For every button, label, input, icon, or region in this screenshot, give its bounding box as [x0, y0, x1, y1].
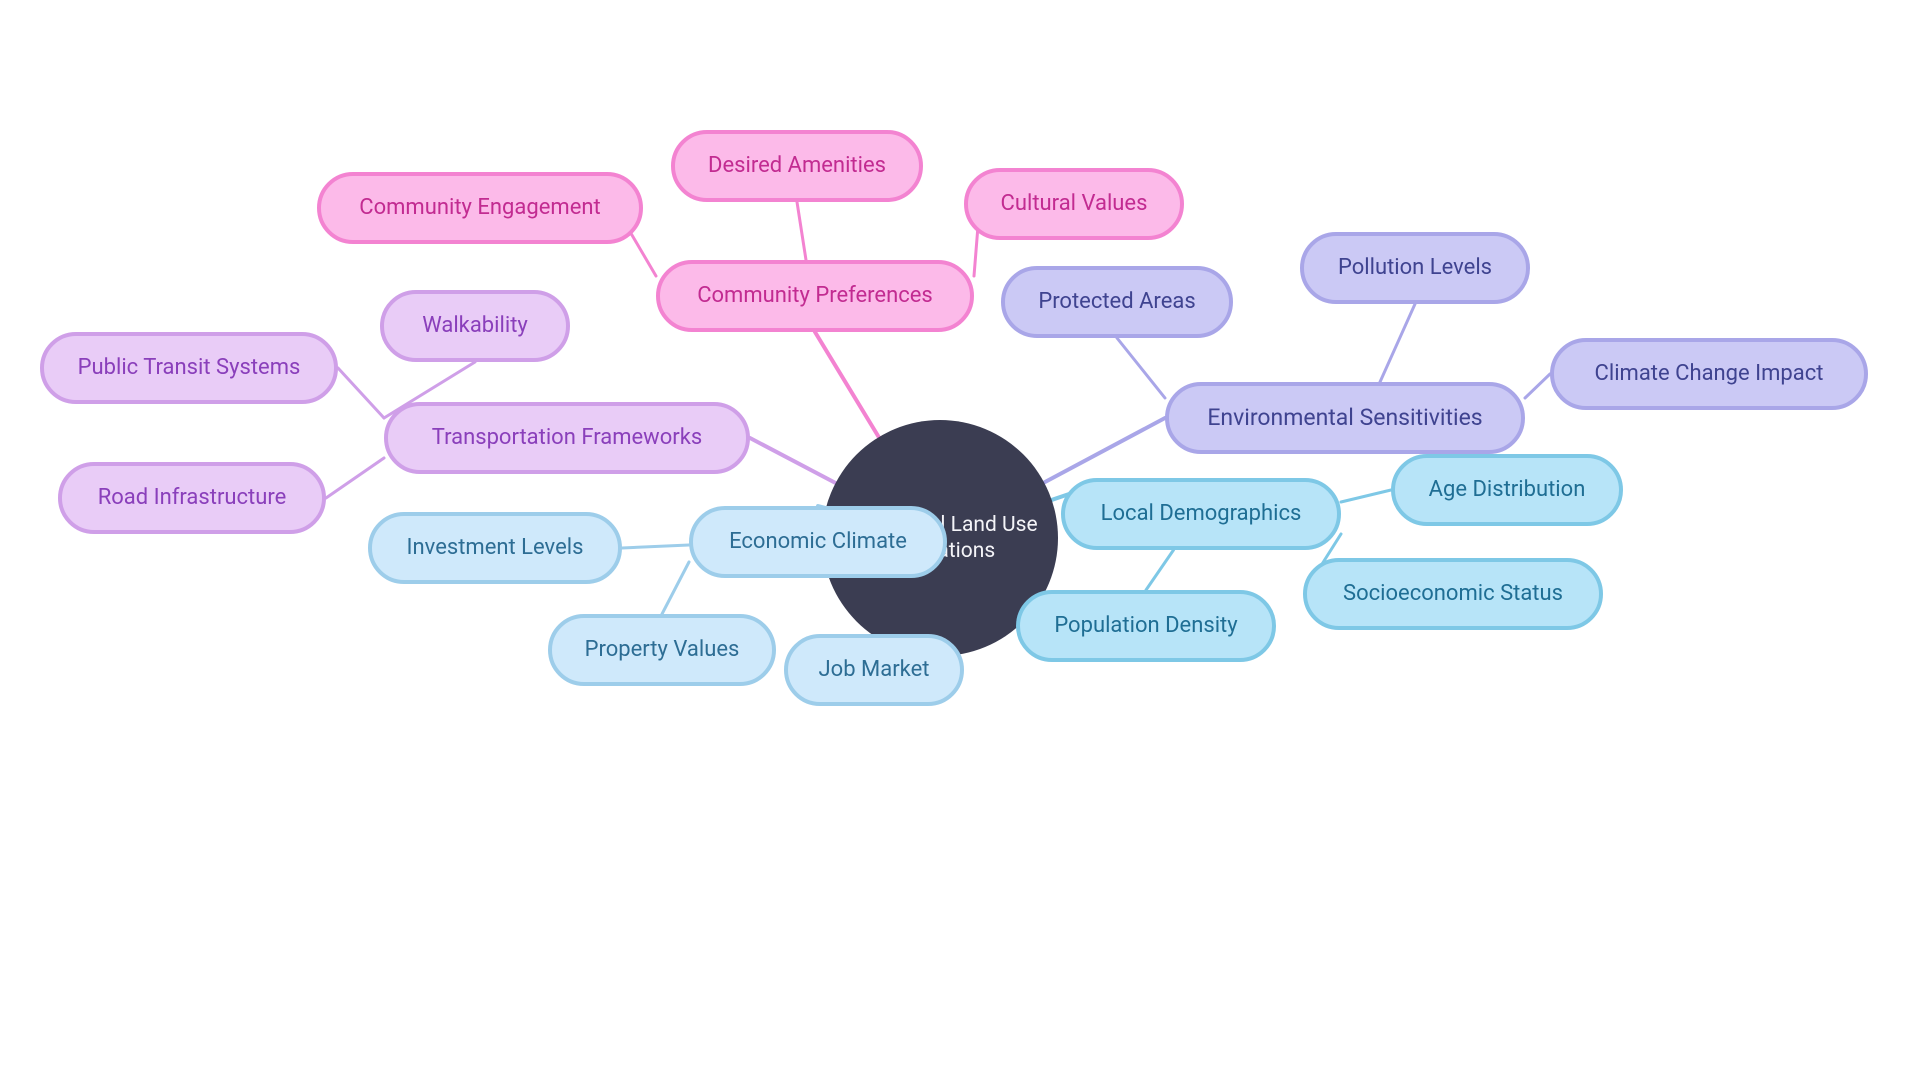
mindmap-node: Public Transit Systems [40, 332, 338, 404]
node-label: Road Infrastructure [98, 484, 287, 512]
node-label: Property Values [585, 636, 740, 664]
node-label: Desired Amenities [708, 152, 886, 180]
node-label: Economic Climate [729, 528, 907, 556]
mindmap-node: Population Density [1016, 590, 1276, 662]
mindmap-node: Protected Areas [1001, 266, 1233, 338]
node-label: Local Demographics [1101, 500, 1302, 528]
node-label: Socioeconomic Status [1343, 580, 1563, 608]
mindmap-node: Economic Climate [689, 506, 947, 578]
node-label: Walkability [422, 312, 528, 340]
node-label: Climate Change Impact [1595, 360, 1824, 388]
mindmap-node: Investment Levels [368, 512, 622, 584]
nodes-layer: Residential Land Use RegulationsEnvironm… [0, 0, 1920, 1080]
mindmap-node: Pollution Levels [1300, 232, 1530, 304]
node-label: Public Transit Systems [78, 354, 301, 382]
mindmap-node: Cultural Values [964, 168, 1184, 240]
mindmap-node: Transportation Frameworks [384, 402, 750, 474]
mindmap-node: Age Distribution [1391, 454, 1623, 526]
mindmap-node: Job Market [784, 634, 964, 706]
mindmap-node: Desired Amenities [671, 130, 923, 202]
mindmap-node: Socioeconomic Status [1303, 558, 1603, 630]
mindmap-node: Property Values [548, 614, 776, 686]
mindmap-node: Road Infrastructure [58, 462, 326, 534]
node-label: Protected Areas [1038, 288, 1195, 316]
mindmap-node: Walkability [380, 290, 570, 362]
node-label: Environmental Sensitivities [1207, 404, 1482, 433]
mindmap-node: Community Engagement [317, 172, 643, 244]
mindmap-node: Community Preferences [656, 260, 974, 332]
node-label: Population Density [1054, 612, 1237, 640]
node-label: Pollution Levels [1338, 254, 1492, 282]
node-label: Transportation Frameworks [432, 424, 702, 452]
node-label: Age Distribution [1429, 476, 1586, 504]
node-label: Investment Levels [407, 534, 584, 562]
node-label: Community Preferences [697, 282, 933, 310]
mindmap-node: Climate Change Impact [1550, 338, 1868, 410]
mindmap-node: Environmental Sensitivities [1165, 382, 1525, 454]
node-label: Community Engagement [359, 194, 600, 222]
node-label: Cultural Values [1001, 190, 1148, 218]
mindmap-node: Local Demographics [1061, 478, 1341, 550]
node-label: Job Market [819, 656, 930, 684]
